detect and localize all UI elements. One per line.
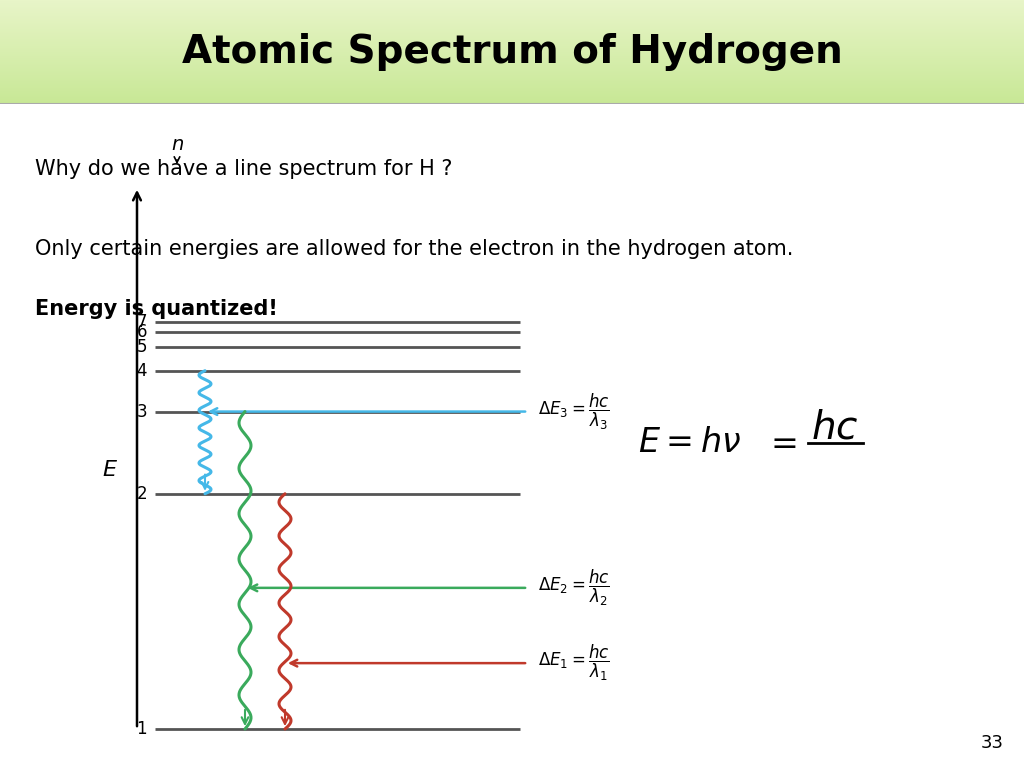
- Text: 2: 2: [136, 485, 147, 502]
- Text: E: E: [102, 460, 116, 480]
- Text: $\Delta E_2 = \dfrac{hc}{\lambda_2}$: $\Delta E_2 = \dfrac{hc}{\lambda_2}$: [538, 568, 610, 608]
- Text: $E=h\nu$: $E=h\nu$: [639, 426, 741, 459]
- Text: Atomic Spectrum of Hydrogen: Atomic Spectrum of Hydrogen: [181, 33, 843, 71]
- Text: 3: 3: [136, 403, 147, 420]
- Text: $hc$: $hc$: [811, 409, 859, 446]
- Text: 33: 33: [981, 734, 1004, 752]
- Text: 6: 6: [136, 323, 147, 341]
- Text: 1: 1: [136, 720, 147, 738]
- Text: $=$: $=$: [764, 426, 797, 459]
- Text: $\Delta E_3 = \dfrac{hc}{\lambda_3}$: $\Delta E_3 = \dfrac{hc}{\lambda_3}$: [538, 391, 610, 432]
- Text: 4: 4: [136, 362, 147, 380]
- Text: Energy is quantized!: Energy is quantized!: [35, 298, 278, 318]
- Text: n: n: [171, 135, 183, 154]
- Text: Only certain energies are allowed for the electron in the hydrogen atom.: Only certain energies are allowed for th…: [35, 239, 794, 258]
- Text: 5: 5: [136, 338, 147, 356]
- Text: Why do we have a line spectrum for H ?: Why do we have a line spectrum for H ?: [35, 159, 453, 179]
- Text: 7: 7: [136, 313, 147, 331]
- Text: $\Delta E_1 = \dfrac{hc}{\lambda_1}$: $\Delta E_1 = \dfrac{hc}{\lambda_1}$: [538, 643, 610, 683]
